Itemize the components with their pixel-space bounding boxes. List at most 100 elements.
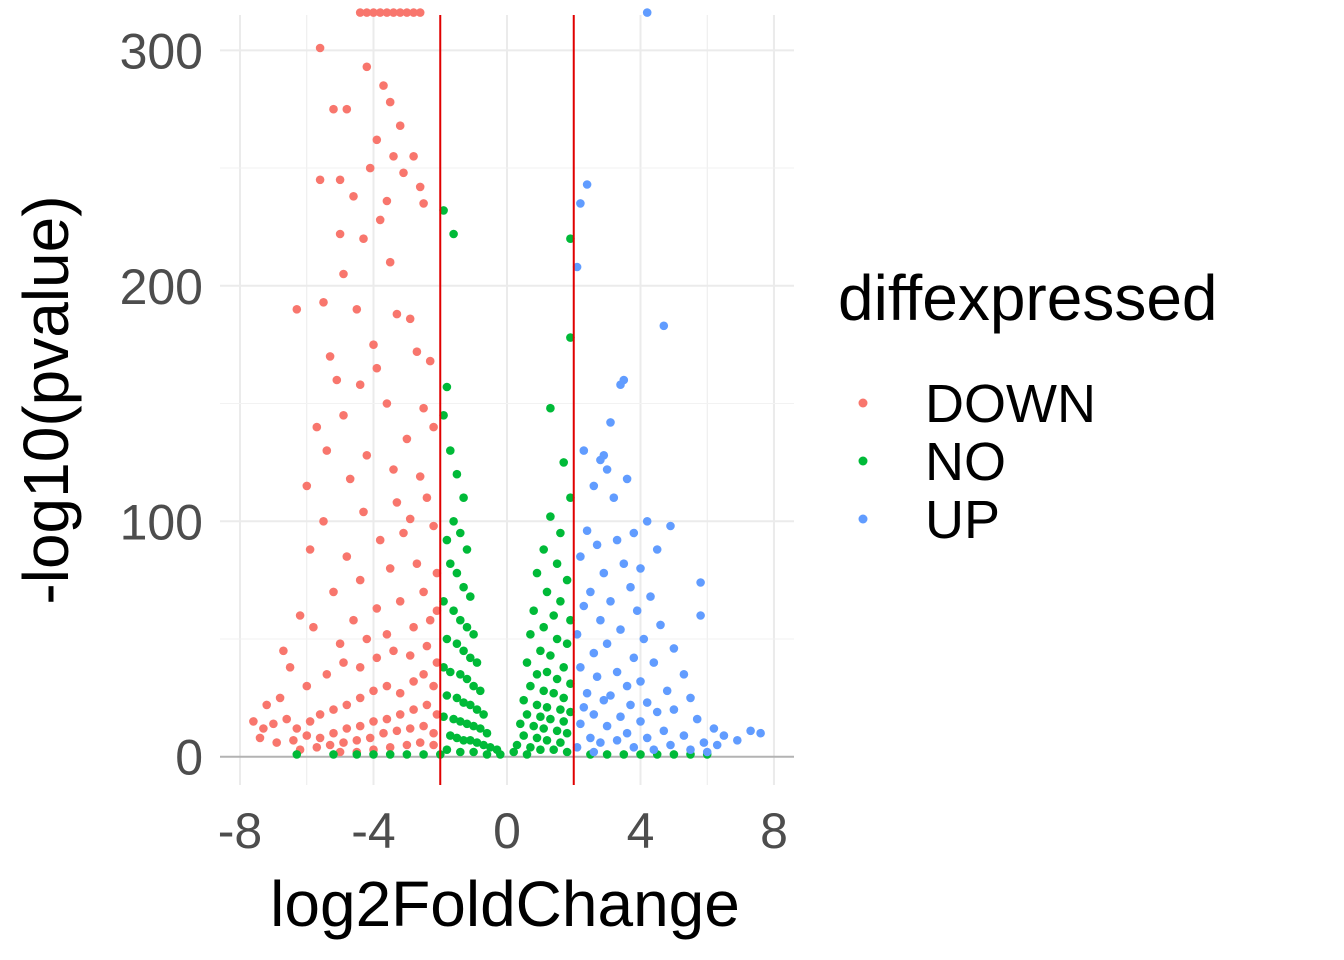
point-no: [456, 717, 465, 726]
point-up: [686, 745, 695, 754]
point-down: [379, 81, 388, 90]
point-down: [382, 681, 392, 691]
point-down: [365, 163, 375, 173]
point-no: [462, 545, 472, 554]
point-no: [469, 630, 478, 639]
point-down: [429, 740, 438, 750]
point-up: [702, 747, 712, 757]
point-down: [419, 403, 428, 413]
point-down: [392, 726, 402, 736]
point-no: [329, 750, 338, 759]
point-down: [402, 740, 412, 750]
data-points: [249, 8, 765, 759]
x-axis-ticks: -8 -4 0 4 8: [218, 803, 788, 859]
point-down: [335, 175, 345, 185]
point-down: [282, 714, 292, 724]
point-down: [415, 738, 425, 747]
point-down: [395, 710, 405, 719]
x-tick-label: -4: [351, 803, 395, 859]
point-down: [255, 733, 265, 743]
point-down: [355, 721, 365, 731]
point-no: [556, 705, 565, 714]
point-no: [602, 750, 612, 759]
point-up: [636, 677, 645, 686]
point-up: [632, 606, 642, 615]
point-up: [629, 653, 639, 663]
series-down: [249, 8, 442, 757]
point-down: [429, 728, 438, 738]
point-down: [395, 8, 405, 17]
point-up: [629, 528, 639, 538]
point-down: [339, 411, 348, 420]
point-down: [372, 363, 382, 373]
point-no: [456, 747, 465, 757]
point-up: [589, 747, 599, 757]
point-no: [522, 710, 532, 719]
point-down: [332, 375, 342, 385]
point-up: [639, 634, 649, 644]
point-down: [405, 651, 415, 660]
point-no: [385, 750, 395, 759]
legend-label-down: DOWN: [925, 374, 1096, 434]
point-no: [539, 724, 548, 733]
point-down: [295, 611, 305, 620]
point-no: [636, 750, 645, 759]
x-tick-label: 4: [627, 803, 655, 859]
point-down: [372, 135, 382, 145]
point-up: [756, 728, 765, 738]
point-up: [606, 691, 615, 700]
point-up: [652, 707, 662, 717]
point-up: [589, 710, 599, 719]
point-no: [456, 528, 465, 538]
point-up: [642, 517, 652, 526]
legend-key-no: [858, 456, 868, 466]
point-down: [249, 717, 258, 726]
point-up: [606, 597, 615, 606]
point-down: [325, 740, 335, 750]
point-no: [439, 712, 448, 721]
point-down: [432, 568, 442, 578]
point-no: [452, 639, 462, 648]
point-up: [636, 717, 645, 726]
point-no: [442, 745, 452, 754]
point-down: [342, 104, 352, 114]
point-up: [669, 644, 679, 653]
point-no: [469, 681, 478, 691]
point-down: [275, 693, 285, 703]
point-up: [619, 559, 629, 568]
point-up: [696, 578, 705, 587]
point-down: [315, 175, 325, 185]
point-up: [596, 455, 605, 465]
point-down: [375, 215, 385, 225]
point-down: [432, 710, 442, 719]
point-no: [496, 750, 505, 759]
point-up: [612, 736, 622, 745]
point-down: [389, 465, 398, 474]
point-down: [405, 314, 415, 324]
point-no: [439, 411, 448, 420]
point-down: [322, 670, 332, 679]
point-no: [479, 710, 488, 719]
point-down: [355, 663, 365, 672]
point-down: [419, 721, 428, 731]
point-no: [452, 693, 462, 703]
point-no: [512, 740, 522, 750]
point-down: [382, 196, 392, 206]
point-up: [696, 611, 705, 620]
point-up: [733, 736, 742, 745]
point-up: [599, 695, 609, 705]
point-up: [692, 714, 702, 724]
point-no: [352, 750, 362, 759]
point-down: [362, 634, 372, 644]
point-down: [292, 305, 302, 314]
point-no: [292, 750, 302, 759]
legend-label-up: UP: [925, 490, 1000, 550]
point-up: [582, 526, 592, 535]
point-no: [552, 674, 562, 684]
point-up: [656, 620, 665, 630]
point-up: [576, 199, 585, 208]
point-up: [709, 724, 719, 733]
point-no: [472, 705, 482, 714]
point-no: [526, 681, 535, 691]
